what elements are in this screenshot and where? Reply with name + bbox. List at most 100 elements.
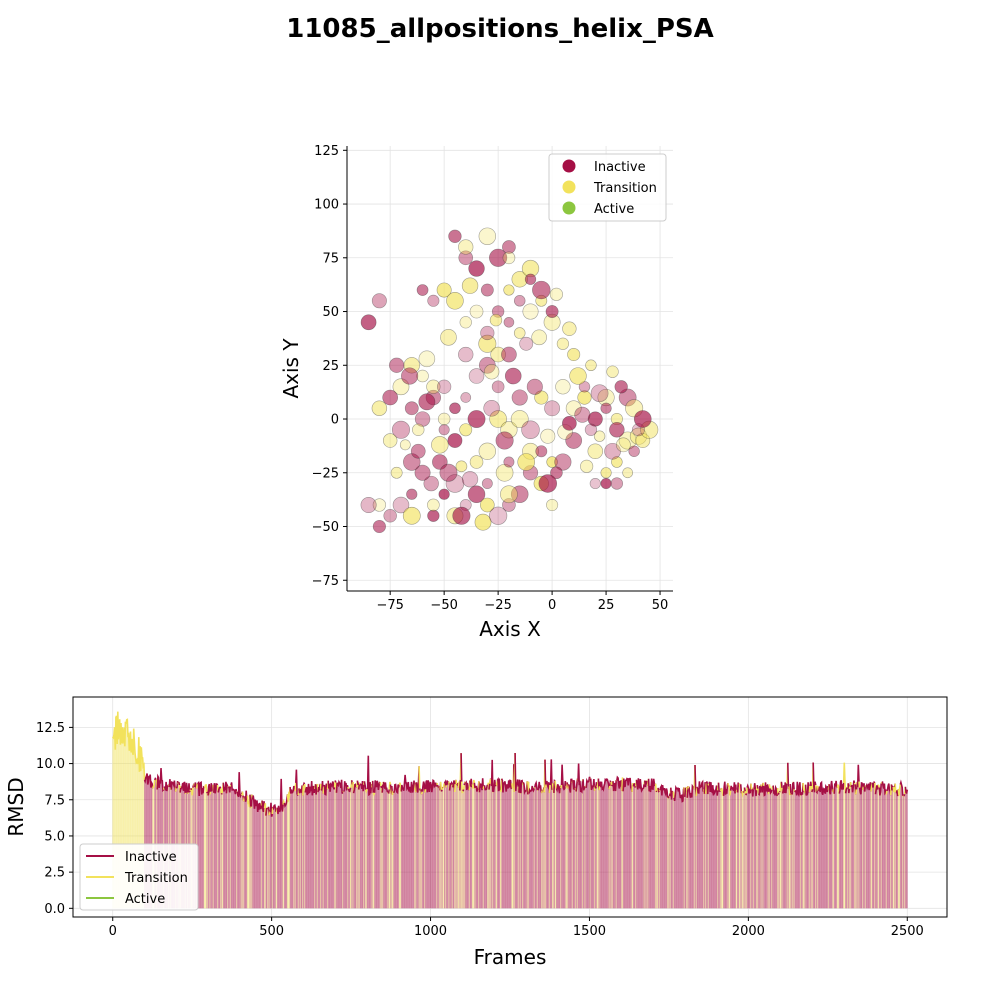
scatter-point-transition xyxy=(565,400,582,417)
rmsd-line-inactive xyxy=(743,787,746,792)
rmsd-fill-bar xyxy=(815,785,817,909)
rmsd-line-inactive xyxy=(163,781,170,792)
rmsd-fill-bar xyxy=(311,795,313,909)
rmsd-fill-bar xyxy=(334,780,336,909)
scatter-point-transition xyxy=(569,367,587,385)
scatter-point-inactive xyxy=(604,442,621,460)
scatter-point-inactive xyxy=(618,388,637,407)
rmsd-fill-bar xyxy=(597,785,599,909)
rmsd-fill-bar xyxy=(292,792,294,909)
rmsd-fill-bar xyxy=(782,793,784,909)
rmsd-fill-bar xyxy=(121,727,123,909)
rmsd-fill-bar xyxy=(749,793,751,909)
rmsd-fill-bar xyxy=(792,782,794,909)
scatter-point-transition xyxy=(412,423,425,436)
rmsd-fill-bar xyxy=(655,791,657,909)
rmsd-line-inactive xyxy=(780,781,783,788)
rmsd-fill-bar xyxy=(260,805,262,909)
rmsd-fill-bar xyxy=(227,786,229,909)
rmsd-fill-bar xyxy=(707,794,709,909)
rmsd-fill-bar xyxy=(375,787,378,909)
rmsd-fill-bar xyxy=(423,783,425,909)
rmsd-line-inactive xyxy=(647,778,657,793)
rmsd-line-transition xyxy=(241,791,244,796)
rmsd-line-transition xyxy=(554,780,558,789)
rmsd-fill-bar xyxy=(206,793,208,909)
scatter-point-transition xyxy=(489,410,507,428)
rmsd-fill-bar xyxy=(477,789,479,909)
rmsd-fill-bar xyxy=(859,787,861,909)
rmsd-fill-bar xyxy=(263,801,265,909)
rmsd-fill-bar xyxy=(846,788,848,909)
rmsd-line-transition xyxy=(767,791,770,795)
rmsd-fill-bar xyxy=(876,785,878,909)
rmsd-fill-bar xyxy=(404,774,406,909)
rmsd-fill-bar xyxy=(723,795,725,909)
rmsd-line-transition xyxy=(209,791,212,795)
rmsd-fill-bar xyxy=(729,795,731,909)
rmsd-fill-bar xyxy=(595,788,597,909)
rmsd-fill-bar xyxy=(325,783,327,909)
rmsd-fill-bar xyxy=(513,764,515,909)
rmsd-fill-bar xyxy=(814,781,816,909)
rmsd-fill-bar xyxy=(778,792,781,909)
rmsd-fill-bar xyxy=(535,782,537,909)
scatter-point-inactive xyxy=(360,496,377,514)
rmsd-fill-bar xyxy=(892,786,894,909)
rmsd-fill-bar xyxy=(644,786,646,909)
rmsd-fill-bar xyxy=(122,743,124,909)
rmsd-fill-bar xyxy=(592,786,594,909)
scatter-point-transition xyxy=(600,467,612,479)
rmsd-fill-bar xyxy=(478,792,481,909)
rmsd-line-inactive xyxy=(456,784,458,786)
rmsd-line-inactive xyxy=(327,780,336,792)
rmsd-fill-bar xyxy=(331,785,333,909)
rmsd-fill-bar xyxy=(691,786,693,909)
rmsd-fill-bar xyxy=(445,787,447,909)
scatter-x-tick-label: −25 xyxy=(484,598,511,613)
rmsd-fill-bar xyxy=(841,784,843,909)
rmsd-fill-bar xyxy=(853,780,855,909)
rmsd-line-transition xyxy=(885,790,888,795)
rmsd-line-inactive xyxy=(483,784,489,791)
rmsd-fill-bar xyxy=(576,785,578,909)
scatter-legend-label: Inactive xyxy=(594,160,646,175)
rmsd-line-transition xyxy=(184,792,187,795)
rmsd-fill-bar xyxy=(553,780,556,909)
rmsd-fill-bar xyxy=(752,796,754,909)
rmsd-fill-bar xyxy=(405,782,407,909)
rmsd-fill-bar xyxy=(464,783,467,909)
rmsd-fill-bar xyxy=(638,786,640,909)
rmsd-line-transition xyxy=(420,791,424,795)
rmsd-fill-bar xyxy=(346,790,348,909)
rmsd-fill-bar xyxy=(246,795,248,909)
rmsd-fill-bar xyxy=(900,782,902,909)
rmsd-fill-bar xyxy=(531,786,533,909)
rmsd-line-inactive xyxy=(289,785,295,794)
rmsd-fill-bar xyxy=(588,776,590,909)
scatter-point-transition xyxy=(455,460,468,473)
rmsd-fill-bar xyxy=(773,792,775,909)
rmsd-fill-bar xyxy=(267,808,269,909)
rmsd-fill-bar xyxy=(876,789,878,909)
rmsd-fill-bar xyxy=(323,786,325,909)
rmsd-fill-bar xyxy=(770,792,772,909)
rmsd-fill-bar xyxy=(492,792,494,909)
rmsd-line-transition xyxy=(358,782,361,785)
rmsd-fill-bar xyxy=(498,778,500,909)
rmsd-fill-bar xyxy=(241,794,243,909)
rmsd-fill-bar xyxy=(492,791,494,909)
rmsd-fill-bar xyxy=(874,782,876,909)
rmsd-fill-bar xyxy=(882,785,884,909)
rmsd-fill-bar xyxy=(894,783,896,909)
rmsd-fill-bar xyxy=(704,782,706,909)
rmsd-fill-bar xyxy=(512,787,514,909)
scatter-point-inactive xyxy=(468,260,485,277)
scatter-point-inactive xyxy=(532,280,551,300)
rmsd-fill-bar xyxy=(735,791,737,909)
rmsd-fill-bar xyxy=(330,784,332,909)
scatter-point-inactive xyxy=(545,305,559,318)
rmsd-fill-bar xyxy=(334,787,336,909)
rmsd-fill-bar xyxy=(857,764,859,909)
rmsd-fill-bar xyxy=(833,789,835,909)
